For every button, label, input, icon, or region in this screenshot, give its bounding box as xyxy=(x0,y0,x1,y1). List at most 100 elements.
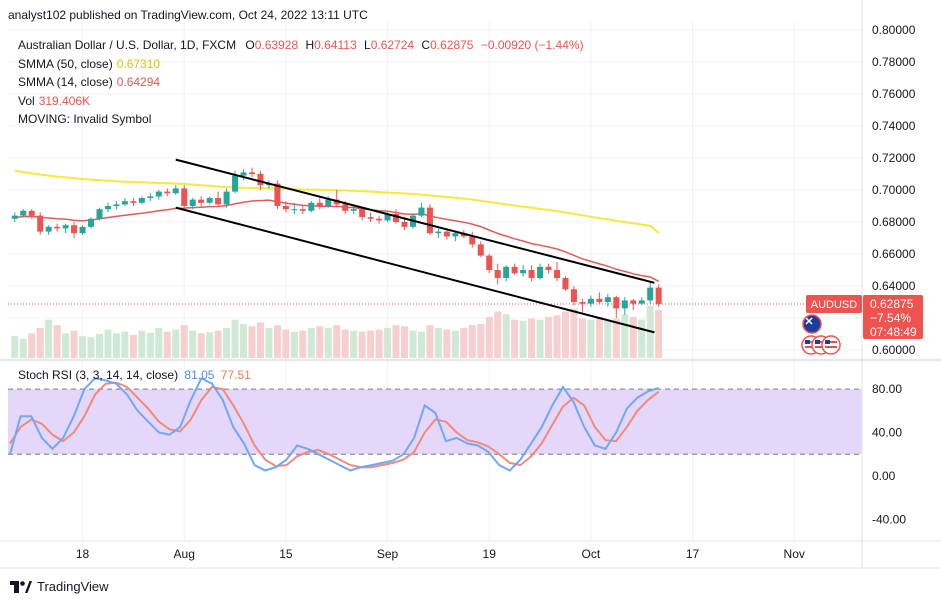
price-tick-label: 0.70000 xyxy=(872,183,916,197)
volume-bar xyxy=(256,322,264,358)
volume-bar xyxy=(358,331,366,358)
candle xyxy=(554,262,560,282)
volume-bar xyxy=(604,320,612,358)
legend-smma50-row[interactable]: SMMA (50, close) 0.67310 xyxy=(18,55,584,74)
candle xyxy=(71,222,78,238)
x-tick-label: Aug xyxy=(174,547,195,561)
stoch-rsi-pane xyxy=(8,376,862,472)
price-tick-label: 0.74000 xyxy=(872,119,916,133)
candle xyxy=(426,204,433,235)
candle-body xyxy=(308,202,315,211)
candle-body xyxy=(545,266,552,270)
candle-body xyxy=(367,217,374,219)
stoch-rsi-legend[interactable]: Stoch RSI (3, 3, 14, 14, close) 81.05 77… xyxy=(18,368,251,382)
candle xyxy=(223,188,230,208)
volume-bar xyxy=(11,336,19,358)
us-flag-icon xyxy=(821,335,841,355)
candle-body xyxy=(655,287,662,304)
candle xyxy=(350,206,357,214)
legend-moving-row[interactable]: MOVING: Invalid Symbol xyxy=(18,110,584,129)
smma14-value: 0.64294 xyxy=(116,75,161,89)
candle-body xyxy=(240,172,247,176)
x-tick-label: Nov xyxy=(784,547,805,561)
stoch-rsi-k-line xyxy=(9,376,659,472)
channel-trend-lines xyxy=(175,158,655,334)
candle xyxy=(520,265,527,277)
candle-body xyxy=(443,231,450,237)
price-tick-label: 0.66000 xyxy=(872,247,916,261)
volume-bar xyxy=(477,324,485,358)
candle xyxy=(579,298,586,314)
us-flag-stripe xyxy=(815,341,827,343)
candle-body xyxy=(435,231,442,234)
ohlc-low: L0.62724 xyxy=(364,38,414,52)
symbol-title[interactable]: Australian Dollar / U.S. Dollar, 1D, FXC… xyxy=(18,38,237,52)
candle-body xyxy=(189,199,196,206)
candle-body xyxy=(257,174,264,186)
candlesticks xyxy=(11,167,662,318)
legend-volume-row[interactable]: Vol 319.406K xyxy=(18,92,584,111)
volume-bar xyxy=(341,329,349,358)
candle xyxy=(621,297,628,315)
candle-body xyxy=(520,270,527,274)
volume-bar xyxy=(545,316,553,358)
candle-body xyxy=(71,225,78,234)
us-flag-canton xyxy=(805,340,810,344)
x-tick-label: 18 xyxy=(76,547,90,561)
candle-body xyxy=(359,209,366,218)
volume-bar xyxy=(655,309,663,358)
candle-body xyxy=(164,191,171,194)
candle xyxy=(96,207,103,221)
volume-bar xyxy=(426,325,434,358)
candle xyxy=(528,265,535,282)
candle-body xyxy=(613,297,620,309)
candle xyxy=(54,223,61,232)
candle-body xyxy=(570,289,577,302)
volume-bar xyxy=(468,325,476,358)
candle-body xyxy=(28,210,35,216)
price-tick-label: 0.60000 xyxy=(872,343,916,357)
candle-body xyxy=(299,209,306,211)
candle xyxy=(45,225,52,235)
smma50-label: SMMA (50, close) xyxy=(18,56,113,71)
volume-bar xyxy=(434,327,442,358)
candle-body xyxy=(621,300,628,309)
volume-bar xyxy=(401,326,408,358)
vol-value: 319.406K xyxy=(38,93,91,108)
rsi-tick-label: 0.00 xyxy=(872,469,896,483)
au-flag-ring xyxy=(802,314,822,334)
candle-body xyxy=(630,300,637,304)
candle-body xyxy=(350,209,357,211)
vol-label: Vol xyxy=(18,93,35,108)
upper-channel-line xyxy=(175,158,655,284)
candle-body xyxy=(393,214,400,222)
legend-smma14-row[interactable]: SMMA (14, close) 0.64294 xyxy=(18,73,584,92)
footer[interactable]: TradingView xyxy=(10,579,109,594)
price-tick-label: 0.76000 xyxy=(872,87,916,101)
candle xyxy=(62,223,69,234)
volume-bar xyxy=(189,330,197,358)
volume-bar xyxy=(282,329,290,358)
us-flag-canton xyxy=(815,340,820,344)
chart-legend: Australian Dollar / U.S. Dollar, 1D, FXC… xyxy=(18,36,584,129)
candle xyxy=(333,190,340,208)
volume-bar xyxy=(19,338,27,358)
legend-title-row: Australian Dollar / U.S. Dollar, 1D, FXC… xyxy=(18,36,584,55)
price-tick-label: 0.72000 xyxy=(872,151,916,165)
candle-body xyxy=(486,255,493,270)
candle-body xyxy=(206,198,213,203)
high-label: H xyxy=(305,38,315,52)
stoch-rsi-k-value: 81.05 xyxy=(184,368,215,382)
volume-bar xyxy=(333,325,341,358)
volume-bar xyxy=(443,329,451,358)
volume-bar xyxy=(248,326,256,358)
candle xyxy=(647,281,654,304)
volume-bar xyxy=(553,315,561,358)
candle-body xyxy=(638,300,645,304)
volume-bar xyxy=(316,326,324,358)
volume-bar xyxy=(629,316,637,358)
candle xyxy=(452,231,459,242)
candle xyxy=(130,198,137,206)
volume-bar xyxy=(163,331,171,358)
